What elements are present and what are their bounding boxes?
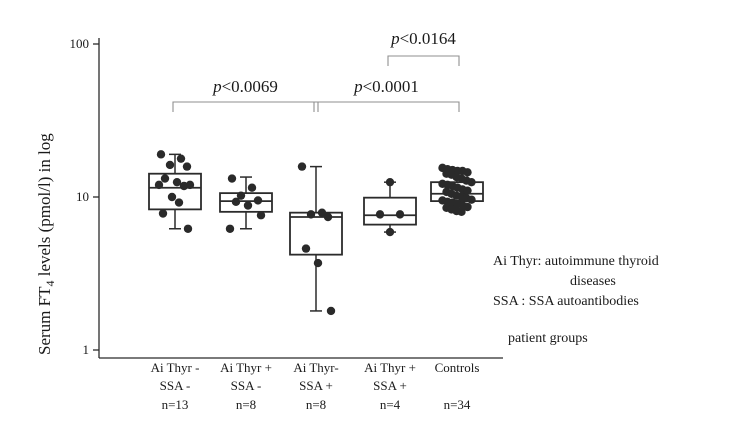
category-label-line: Ai Thyr- [293, 360, 338, 375]
category-label-line: SSA + [373, 378, 407, 393]
significance-bracket [172, 101, 319, 112]
data-point [297, 162, 307, 171]
p-value-label: p<0.0001 [353, 77, 419, 96]
category-label-line: Controls [435, 360, 480, 375]
data-point [174, 198, 184, 207]
data-point [326, 306, 336, 316]
box-iqr [289, 211, 343, 256]
y-axis-title-rest: levels (pmol/l) in log [35, 133, 54, 281]
note-ssa: SSA : SSA autoantibodies [493, 294, 639, 309]
data-point [179, 181, 189, 191]
p-value-threshold: <0.0164 [400, 29, 457, 48]
data-points [154, 150, 476, 316]
data-point [375, 210, 385, 219]
significance-bracket [313, 101, 460, 112]
data-point [165, 160, 175, 170]
box-groups [148, 153, 484, 312]
y-tick-label: 10 [76, 189, 89, 204]
data-point [160, 174, 170, 183]
data-point [156, 150, 166, 159]
data-point [227, 174, 237, 183]
data-point [395, 210, 405, 219]
category-label-line: n=34 [444, 397, 471, 412]
data-point [317, 208, 327, 217]
y-axis-title: Serum FT4 levels (pmol/l) in log [35, 133, 57, 355]
data-point [385, 227, 395, 237]
data-point [182, 162, 192, 171]
p-value-threshold: <0.0001 [363, 77, 419, 96]
data-point [463, 186, 472, 195]
p-value-symbol: p [212, 77, 222, 96]
data-point [313, 258, 323, 268]
p-value-label: p<0.0164 [390, 29, 456, 48]
data-point [457, 207, 466, 217]
data-point [231, 197, 241, 207]
category-label-line: n=8 [306, 397, 326, 412]
category-label-line: SSA - [160, 378, 191, 393]
box-iqr [148, 172, 202, 211]
data-point [253, 196, 263, 205]
data-point [183, 224, 193, 233]
data-point [225, 224, 235, 233]
data-point [463, 202, 472, 212]
category-label-line: n=8 [236, 397, 256, 412]
data-point [306, 210, 316, 219]
box-iqr [219, 192, 273, 213]
note-patient-groups: patient groups [508, 331, 588, 346]
data-point [167, 192, 177, 202]
category-label-line: Ai Thyr - [151, 360, 200, 375]
p-value-symbol: p [353, 77, 363, 96]
significance-bracket [387, 55, 460, 66]
note-aithyr: Ai Thyr: autoimmune thyroid [493, 254, 659, 269]
category-label-line: Ai Thyr + [220, 360, 272, 375]
data-point [467, 177, 476, 187]
category-labels: Ai Thyr - SSA - n=13 Ai Thyr + SSA - n=8 Ai Th… [151, 360, 480, 412]
y-tick-label: 100 [70, 36, 90, 51]
data-point [154, 180, 164, 190]
data-point [467, 195, 476, 204]
data-point [176, 154, 186, 163]
p-value-threshold: <0.0069 [222, 77, 278, 96]
data-point [247, 183, 257, 192]
y-axis-title-subscript: 4 [43, 281, 57, 287]
category-label-line: SSA + [299, 378, 333, 393]
box-iqr [363, 196, 417, 226]
data-point [243, 201, 253, 210]
note-diseases: diseases [570, 274, 616, 289]
p-value-symbol: p [390, 29, 400, 48]
data-point [256, 211, 266, 220]
data-point [323, 212, 333, 222]
category-label-line: Ai Thyr + [364, 360, 416, 375]
category-label-line: n=4 [380, 397, 401, 412]
p-value-label: p<0.0069 [212, 77, 278, 96]
y-ticks: 1 10 100 [70, 36, 99, 357]
data-point [172, 177, 182, 187]
data-point [463, 168, 472, 177]
category-label-line: SSA - [231, 378, 262, 393]
data-point [236, 191, 246, 200]
data-point [385, 177, 395, 187]
y-axis-title-main: Serum FT [35, 286, 54, 355]
category-label-line: n=13 [162, 397, 189, 412]
y-tick-label: 1 [83, 342, 90, 357]
data-point [158, 209, 168, 218]
data-point [301, 244, 311, 253]
